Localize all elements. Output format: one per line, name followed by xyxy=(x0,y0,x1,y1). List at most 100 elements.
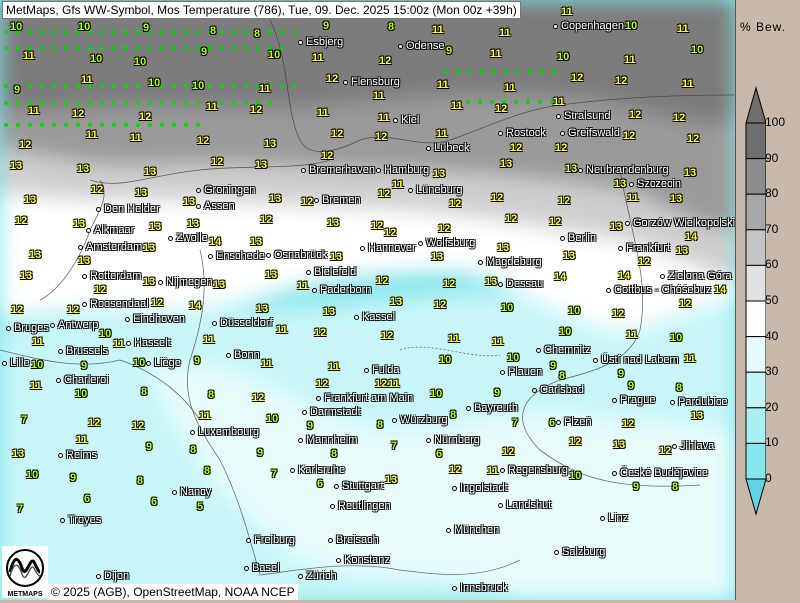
legend-max-arrow xyxy=(745,86,766,124)
city-label: Stralsund xyxy=(556,110,610,123)
drizzle-symbol xyxy=(454,100,458,104)
legend-label: 90 xyxy=(765,150,779,165)
temperature-value: 8 xyxy=(388,21,395,33)
temperature-value: 8 xyxy=(210,25,217,37)
temperature-value: 10 xyxy=(192,80,205,92)
temperature-value: 12 xyxy=(555,142,568,154)
drizzle-symbol xyxy=(40,30,44,34)
temperature-value: 11 xyxy=(328,361,340,373)
temperature-value: 13 xyxy=(255,159,268,171)
city-label: Roosendaal xyxy=(82,298,149,311)
temperature-value: 12 xyxy=(502,446,515,458)
temperature-value: 12 xyxy=(673,112,686,124)
drizzle-symbol xyxy=(552,70,556,74)
temperature-value: 13 xyxy=(73,218,86,230)
temperature-value: 12 xyxy=(151,297,164,309)
temperature-value: 12 xyxy=(549,216,562,228)
drizzle-symbol xyxy=(208,46,212,50)
temperature-value: 13 xyxy=(565,163,578,175)
drizzle-symbol xyxy=(196,123,200,127)
temperature-value: 13 xyxy=(143,276,156,288)
weather-map[interactable]: Esbjerg Odense Copenhagen Flensburg Kiel Rost… xyxy=(0,0,735,600)
temperature-value: 12 xyxy=(301,196,314,208)
drizzle-symbol xyxy=(52,123,56,127)
temperature-value: 14 xyxy=(554,271,567,283)
drizzle-symbol xyxy=(28,123,32,127)
drizzle-symbol xyxy=(514,100,518,104)
temperature-value: 12 xyxy=(250,104,263,116)
legend-label: 10 xyxy=(765,435,779,450)
drizzle-symbol xyxy=(148,30,152,34)
temperature-value: 8 xyxy=(204,465,211,477)
temperature-value: 11 xyxy=(553,96,565,108)
city-label: Enschede xyxy=(208,250,265,263)
legend-label: 50 xyxy=(765,293,779,307)
drizzle-symbol xyxy=(136,101,140,105)
drizzle-symbol xyxy=(4,30,8,34)
city-label: Lille xyxy=(2,357,30,370)
city-label: Karlsruhe xyxy=(290,464,345,477)
city-label: Basel xyxy=(244,562,280,575)
drizzle-symbol xyxy=(184,46,188,50)
drizzle-symbol xyxy=(52,46,56,50)
temperature-value: 13 xyxy=(20,270,33,282)
temperature-value: 12 xyxy=(571,72,584,84)
temperature-value: 13 xyxy=(485,276,498,288)
drizzle-symbol xyxy=(208,101,212,105)
temperature-value: 10 xyxy=(78,21,91,33)
drizzle-symbol xyxy=(184,101,188,105)
city-label: Osnabrück xyxy=(266,249,327,262)
drizzle-symbol xyxy=(244,46,248,50)
temperature-value: 11 xyxy=(499,27,511,39)
temperature-value: 10 xyxy=(557,51,570,63)
drizzle-symbol xyxy=(4,84,8,88)
temperature-value: 9 xyxy=(628,380,635,392)
drizzle-symbol xyxy=(184,123,188,127)
coastline-borders xyxy=(0,19,735,576)
drizzle-symbol xyxy=(478,100,482,104)
city-label: Hamburg xyxy=(376,164,429,177)
drizzle-symbol xyxy=(16,84,20,88)
city-label: Rostock xyxy=(498,127,546,140)
temperature-value: 11 xyxy=(627,192,639,204)
drizzle-symbol xyxy=(172,84,176,88)
temperature-value: 11 xyxy=(378,112,390,124)
temperature-value: 13 xyxy=(149,221,162,233)
city-label: Gorzów Wielkopolski xyxy=(625,217,735,230)
drizzle-symbol xyxy=(208,30,212,34)
temperature-value: 13 xyxy=(250,236,263,248)
temperature-value: 7 xyxy=(271,468,278,480)
temperature-value: 12 xyxy=(615,75,628,87)
temperature-value: 12 xyxy=(449,464,462,476)
temperature-value: 12 xyxy=(659,445,672,457)
drizzle-symbol xyxy=(16,123,20,127)
temperature-value: 13 xyxy=(691,410,704,422)
city-label: München xyxy=(446,524,499,537)
city-label: Ústí nad Labem xyxy=(593,354,679,367)
drizzle-symbol xyxy=(232,30,236,34)
drizzle-symbol xyxy=(196,84,200,88)
temperature-value: 12 xyxy=(629,109,642,121)
temperature-value: 12 xyxy=(371,220,384,232)
temperature-value: 12 xyxy=(379,55,392,67)
temperature-value: 12 xyxy=(495,103,508,115)
city-label: Reims xyxy=(58,449,97,462)
temperature-value: 9 xyxy=(446,45,453,57)
drizzle-symbol xyxy=(244,30,248,34)
drizzle-symbol xyxy=(268,101,272,105)
temperature-value: 14 xyxy=(209,236,222,248)
legend-swatch xyxy=(745,407,766,444)
temperature-value: 9 xyxy=(550,360,557,372)
city-label: Konstanz xyxy=(336,554,390,567)
drizzle-symbol xyxy=(100,84,104,88)
drizzle-symbol xyxy=(100,46,104,50)
temperature-value: 13 xyxy=(264,138,277,150)
drizzle-symbol xyxy=(172,101,176,105)
temperature-value: 8 xyxy=(672,481,679,493)
temperature-value: 12 xyxy=(449,198,462,210)
temperature-value: 10 xyxy=(99,328,112,340)
drizzle-symbol xyxy=(136,30,140,34)
drizzle-symbol xyxy=(456,70,460,74)
drizzle-symbol xyxy=(220,101,224,105)
temperature-value: 11 xyxy=(276,324,288,336)
